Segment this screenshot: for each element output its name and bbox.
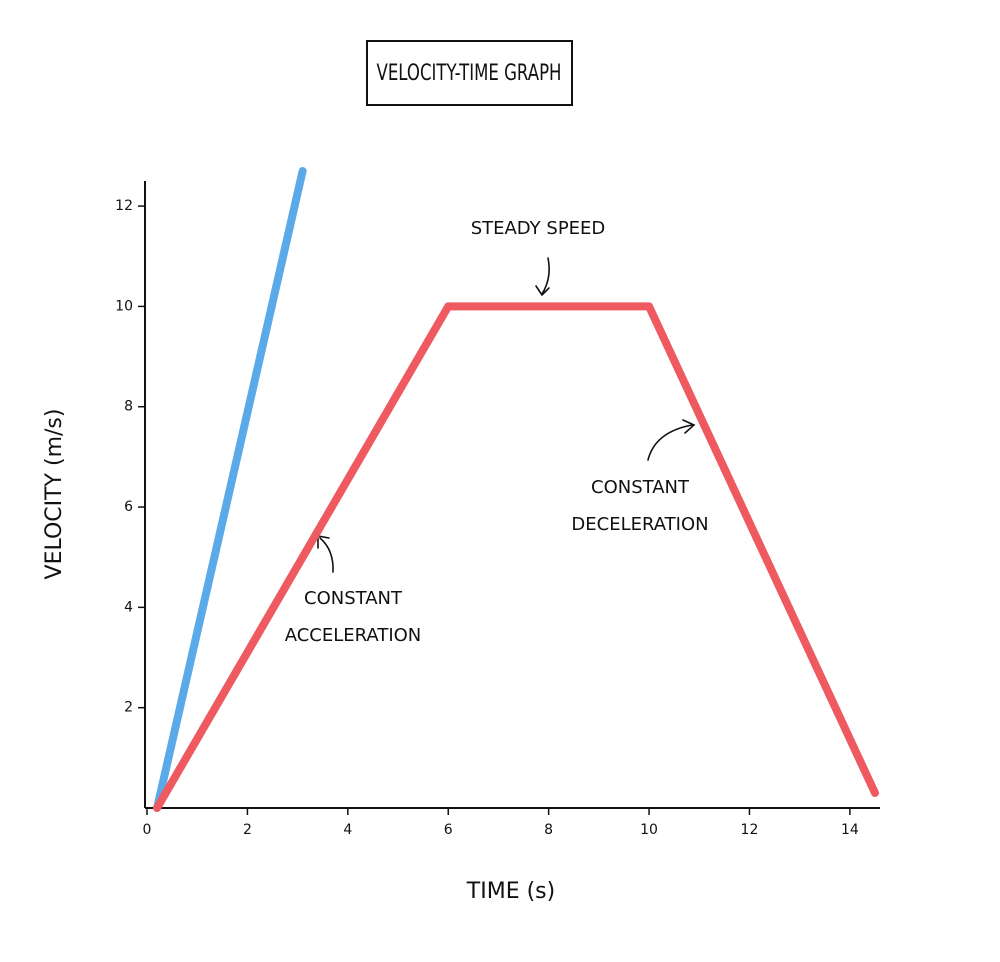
y-tick-label: 6 (124, 499, 133, 515)
annotation: CONSTANT (304, 588, 403, 609)
annotation: DECELERATION (571, 514, 708, 535)
annotation: CONSTANT (591, 477, 690, 498)
x-tick-label: 12 (741, 822, 759, 838)
x-tick-label: 8 (544, 822, 553, 838)
chart-title: VELOCITY-TIME GRAPH (377, 61, 562, 86)
y-tick-label: 12 (115, 198, 133, 214)
arrow (541, 257, 550, 295)
arrow-head (535, 285, 550, 297)
annotation: ACCELERATION (285, 625, 422, 646)
x-axis-label: TIME (s) (466, 879, 555, 904)
x-tick-label: 10 (640, 822, 658, 838)
x-tick-label: 6 (444, 822, 453, 838)
y-tick-label: 10 (115, 298, 133, 314)
arrow (319, 537, 334, 573)
annotation-arrows (317, 257, 696, 573)
annotation: STEADY SPEED (471, 218, 606, 239)
x-tick-label: 14 (841, 822, 859, 838)
y-axis-label: VELOCITY (m/s) (42, 409, 67, 580)
arrow (647, 424, 693, 461)
y-tick-label: 2 (124, 700, 133, 716)
data-line (153, 302, 879, 812)
x-tick-label: 2 (243, 822, 252, 838)
arrow-head (682, 419, 696, 434)
data-line (153, 166, 307, 812)
title-box (366, 40, 573, 106)
x-tick-label: 4 (343, 822, 352, 838)
y-tick-label: 4 (124, 599, 133, 615)
x-tick-label: 0 (143, 822, 152, 838)
y-tick-label: 8 (124, 399, 133, 415)
